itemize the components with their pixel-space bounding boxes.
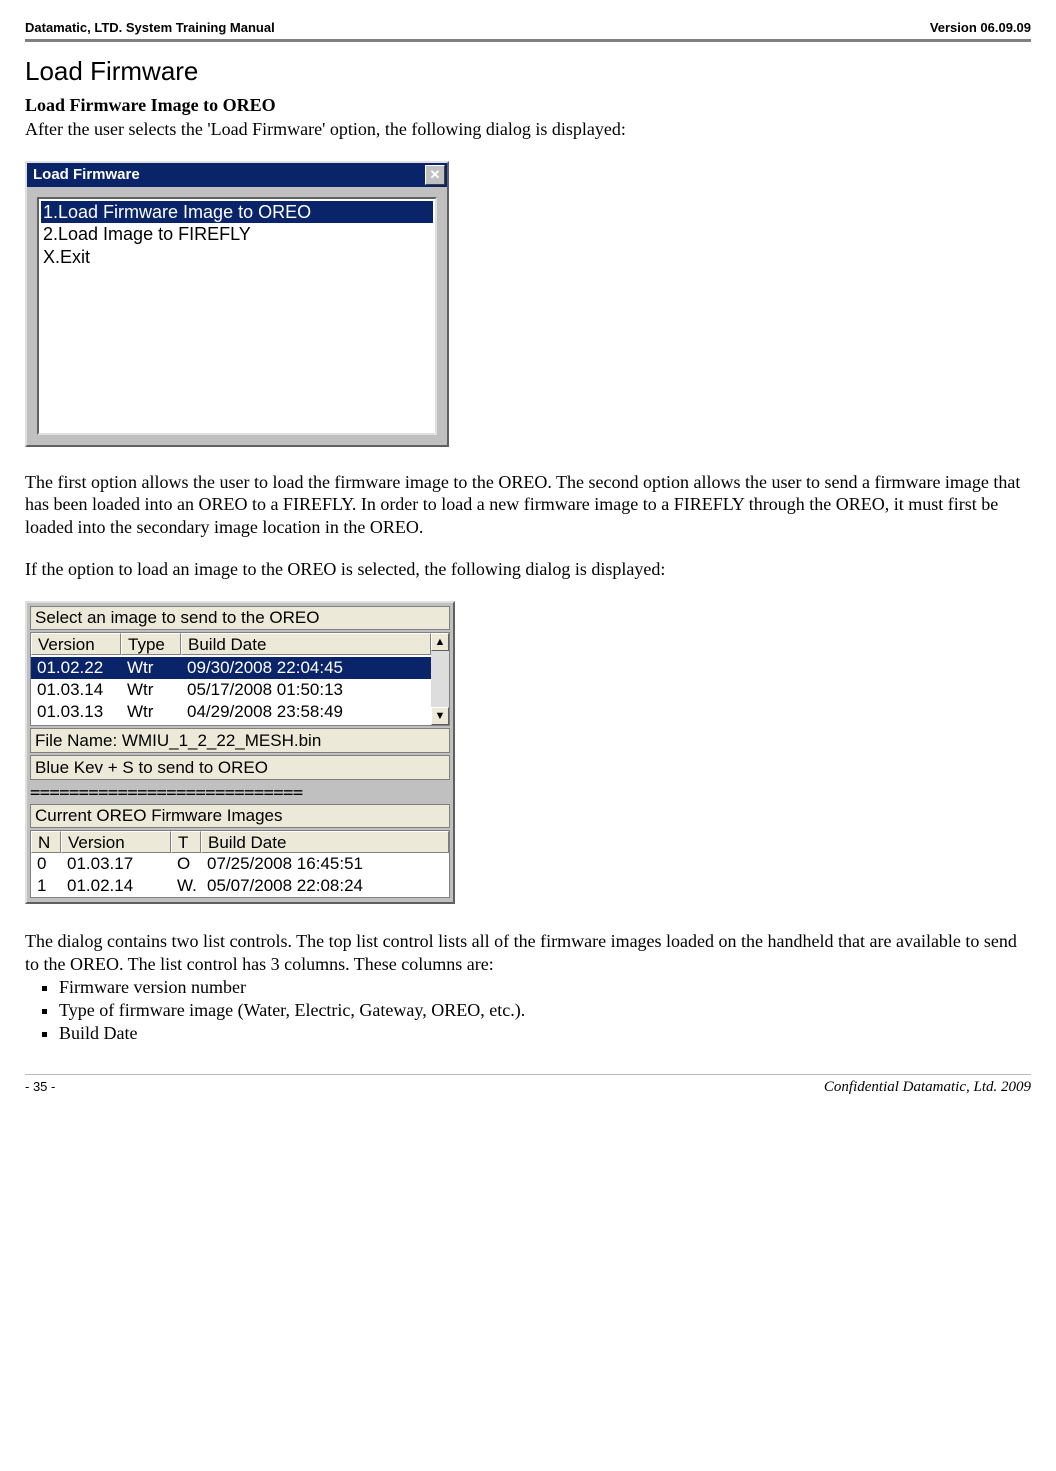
cell: Wtr [121, 657, 181, 679]
select-image-dialog: Select an image to send to the OREO Vers… [25, 601, 455, 905]
cell: 09/30/2008 22:04:45 [181, 657, 431, 679]
dialog-titlebar: Load Firmware ✕ [27, 163, 447, 187]
scrollbar[interactable]: ▲ ▼ [431, 633, 449, 725]
header-right: Version 06.09.09 [930, 20, 1031, 35]
body-paragraph: The dialog contains two list controls. T… [25, 930, 1031, 975]
cell: 05/17/2008 01:50:13 [181, 679, 431, 701]
list-item[interactable]: X.Exit [41, 246, 433, 269]
current-images-list[interactable]: N Version T Build Date 0 01.03.17 O 07/2… [30, 830, 450, 898]
column-header[interactable]: T [171, 831, 201, 853]
column-header[interactable]: Version [31, 633, 121, 655]
page-footer: - 35 - Confidential Datamatic, Ltd. 2009 [25, 1079, 1031, 1096]
available-images-list[interactable]: Version Type Build Date 01.02.22 Wtr 09/… [30, 632, 450, 726]
scroll-up-icon[interactable]: ▲ [431, 633, 449, 651]
column-header[interactable]: Build Date [201, 831, 449, 853]
bullet-list: Firmware version number Type of firmware… [25, 977, 1031, 1044]
table-row[interactable]: 01.02.22 Wtr 09/30/2008 22:04:45 [31, 657, 431, 679]
cell: 01.03.14 [31, 679, 121, 701]
section-header: Current OREO Firmware Images [30, 804, 450, 828]
list-header: N Version T Build Date [31, 831, 449, 853]
list-item: Firmware version number [59, 977, 1031, 998]
cell: Wtr [121, 701, 181, 723]
header-rule [25, 39, 1031, 42]
separator: ============================ [30, 782, 450, 804]
dialog-caption: Select an image to send to the OREO [30, 606, 450, 630]
page-header: Datamatic, LTD. System Training Manual V… [25, 20, 1031, 35]
intro-paragraph: After the user selects the 'Load Firmwar… [25, 118, 1031, 141]
hint-label: Blue Kev + S to send to OREO [30, 755, 450, 780]
list-header: Version Type Build Date [31, 633, 431, 655]
table-row[interactable]: 1 01.02.14 W. 05/07/2008 22:08:24 [31, 875, 449, 897]
list-item[interactable]: 2.Load Image to FIREFLY [41, 223, 433, 246]
column-header[interactable]: Type [121, 633, 181, 655]
cell: 01.02.22 [31, 657, 121, 679]
table-row[interactable]: 01.03.14 Wtr 05/17/2008 01:50:13 [31, 679, 431, 701]
cell: 07/25/2008 16:45:51 [201, 853, 449, 875]
column-header[interactable]: Version [61, 831, 171, 853]
file-name-label: File Name: WMIU_1_2_22_MESH.bin [30, 728, 450, 753]
list-item[interactable]: 1.Load Firmware Image to OREO [41, 201, 433, 224]
cell: Wtr [121, 679, 181, 701]
column-header[interactable]: N [31, 831, 61, 853]
cell: 01.03.17 [61, 853, 171, 875]
section-title: Load Firmware Image to OREO [25, 95, 1031, 116]
footer-confidential: Confidential Datamatic, Ltd. 2009 [824, 1079, 1031, 1096]
body-paragraph: The first option allows the user to load… [25, 471, 1031, 539]
dialog-listbox[interactable]: 1.Load Firmware Image to OREO 2.Load Ima… [37, 197, 437, 435]
list-item: Build Date [59, 1023, 1031, 1044]
cell: 0 [31, 853, 61, 875]
page-number: - 35 - [25, 1079, 55, 1096]
page-title: Load Firmware [25, 56, 1031, 87]
cell: O [171, 853, 201, 875]
footer-rule [25, 1074, 1031, 1075]
cell: 01.03.13 [31, 701, 121, 723]
header-left: Datamatic, LTD. System Training Manual [25, 20, 275, 35]
list-item: Type of firmware image (Water, Electric,… [59, 1000, 1031, 1021]
column-header[interactable]: Build Date [181, 633, 431, 655]
cell: 05/07/2008 22:08:24 [201, 875, 449, 897]
cell: 04/29/2008 23:58:49 [181, 701, 431, 723]
cell: 01.02.14 [61, 875, 171, 897]
load-firmware-dialog: Load Firmware ✕ 1.Load Firmware Image to… [25, 161, 449, 447]
cell: W. [171, 875, 201, 897]
close-icon[interactable]: ✕ [425, 165, 445, 185]
scroll-down-icon[interactable]: ▼ [431, 707, 449, 725]
body-paragraph: If the option to load an image to the OR… [25, 558, 1031, 581]
dialog-title: Load Firmware [33, 166, 425, 183]
table-row[interactable]: 0 01.03.17 O 07/25/2008 16:45:51 [31, 853, 449, 875]
cell: 1 [31, 875, 61, 897]
table-row[interactable]: 01.03.13 Wtr 04/29/2008 23:58:49 [31, 701, 431, 723]
